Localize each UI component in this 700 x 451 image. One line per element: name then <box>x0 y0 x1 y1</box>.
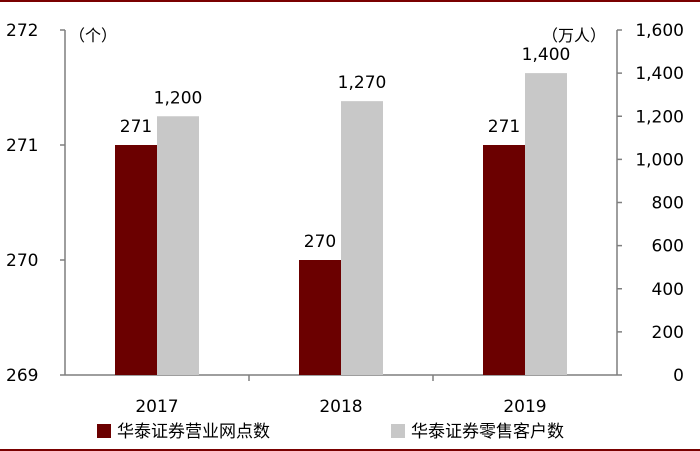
left-tick-label: 270 <box>6 251 38 271</box>
right-tick-label: 1,000 <box>635 150 684 170</box>
right-tick-label: 1,400 <box>635 64 684 84</box>
bar-branches <box>299 260 341 375</box>
left-tick-label: 271 <box>6 136 38 156</box>
data-label: 1,400 <box>522 45 571 65</box>
left-axis-unit: （个） <box>69 26 117 45</box>
right-axis-unit: （万人） <box>542 26 606 45</box>
legend-label: 华泰证券营业网点数 <box>117 422 270 442</box>
right-tick-label: 1,200 <box>635 107 684 127</box>
data-label: 271 <box>488 117 520 137</box>
bar-customers <box>157 116 199 375</box>
right-tick-label: 600 <box>652 237 684 257</box>
bar-branches <box>115 145 157 375</box>
bars <box>115 73 567 375</box>
data-label: 1,200 <box>154 88 203 108</box>
left-tick-label: 269 <box>6 366 38 386</box>
axes: 269 270 271 272 0 200 400 600 800 1,000 1,200 1,400… <box>6 21 684 417</box>
legend: 华泰证券营业网点数 华泰证券零售客户数 <box>97 422 564 442</box>
right-tick-label: 1,600 <box>635 21 684 41</box>
category-label: 2018 <box>319 397 362 417</box>
data-label: 1,270 <box>338 73 387 93</box>
legend-swatch <box>391 424 405 438</box>
left-tick-label: 272 <box>6 21 38 41</box>
right-tick-label: 200 <box>652 323 684 343</box>
category-label: 2017 <box>135 397 178 417</box>
legend-label: 华泰证券零售客户数 <box>411 422 564 442</box>
bar-branches <box>483 145 525 375</box>
bar-customers <box>525 73 567 375</box>
right-tick-label: 400 <box>652 280 684 300</box>
data-label: 270 <box>304 232 336 252</box>
right-tick-label: 800 <box>652 194 684 214</box>
category-label: 2019 <box>503 397 546 417</box>
right-tick-label: 0 <box>673 366 684 386</box>
legend-swatch <box>97 424 111 438</box>
data-label: 271 <box>120 117 152 137</box>
bar-customers <box>341 101 383 375</box>
